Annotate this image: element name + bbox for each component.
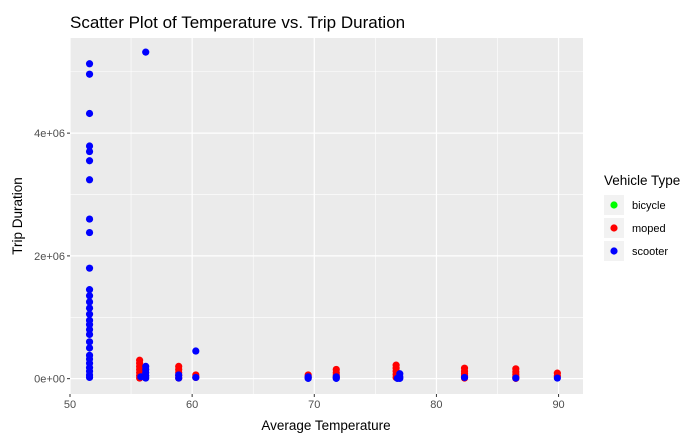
data-point-scooter <box>85 228 94 237</box>
plot-panel <box>70 38 583 394</box>
x-tick-label: 70 <box>308 399 320 411</box>
grid-major <box>69 38 583 394</box>
grid-minor <box>70 38 583 394</box>
x-tick-label: 80 <box>430 399 442 411</box>
y-tick-label: 4e+06 <box>34 128 65 140</box>
x-axis-title: Average Temperature <box>261 418 390 433</box>
chart-title: Scatter Plot of Temperature vs. Trip Dur… <box>70 13 405 32</box>
data-point-scooter <box>85 142 94 150</box>
data-point-scooter <box>85 304 94 312</box>
data-point-scooter <box>332 374 340 382</box>
legend-label-bicycle: bicycle <box>632 200 666 212</box>
legend: Vehicle Type bicycle moped scooter <box>604 173 680 261</box>
data-point-scooter <box>192 347 200 355</box>
x-axis-ticks: 50 60 70 80 90 <box>64 394 565 411</box>
data-point-scooter <box>85 338 94 346</box>
data-point-scooter <box>85 70 94 78</box>
data-point-scooter <box>175 374 183 382</box>
data-point-scooter <box>85 298 94 306</box>
data-point-scooter <box>85 330 94 339</box>
legend-key-scooter <box>610 247 618 255</box>
data-point-scooter <box>85 176 94 184</box>
x-tick-label: 60 <box>186 399 198 411</box>
data-point-scooter <box>512 374 520 382</box>
y-axis-ticks: 0e+00 2e+06 4e+06 <box>34 128 70 386</box>
data-point-scooter <box>304 374 312 382</box>
legend-key-bicycle <box>610 201 618 209</box>
series-scooter <box>85 48 561 382</box>
data-point-scooter <box>85 157 94 165</box>
legend-label-scooter: scooter <box>632 246 668 258</box>
x-tick-label: 50 <box>64 399 76 411</box>
data-point-scooter <box>85 286 94 294</box>
y-tick-label: 2e+06 <box>34 251 65 263</box>
data-point-scooter <box>85 373 94 382</box>
y-axis-title: Trip Duration <box>10 177 25 255</box>
data-point-scooter <box>85 292 94 300</box>
data-point-scooter <box>85 344 94 352</box>
data-point-scooter <box>85 60 94 68</box>
data-point-scooter <box>85 147 94 156</box>
data-point-scooter <box>85 215 94 223</box>
data-point-scooter <box>85 109 94 118</box>
data-point-scooter <box>460 373 469 382</box>
y-tick-label: 0e+00 <box>34 374 65 386</box>
legend-label-moped: moped <box>632 223 666 235</box>
data-point-scooter <box>142 48 150 56</box>
data-point-scooter <box>393 374 401 382</box>
data-point-scooter <box>85 310 94 318</box>
data-point-scooter <box>137 373 145 381</box>
x-tick-label: 90 <box>552 399 564 411</box>
data-point-scooter <box>85 264 94 272</box>
data-point-scooter <box>553 374 561 382</box>
legend-key-moped <box>610 224 618 232</box>
data-point-scooter <box>192 373 200 382</box>
legend-title: Vehicle Type <box>604 173 680 188</box>
